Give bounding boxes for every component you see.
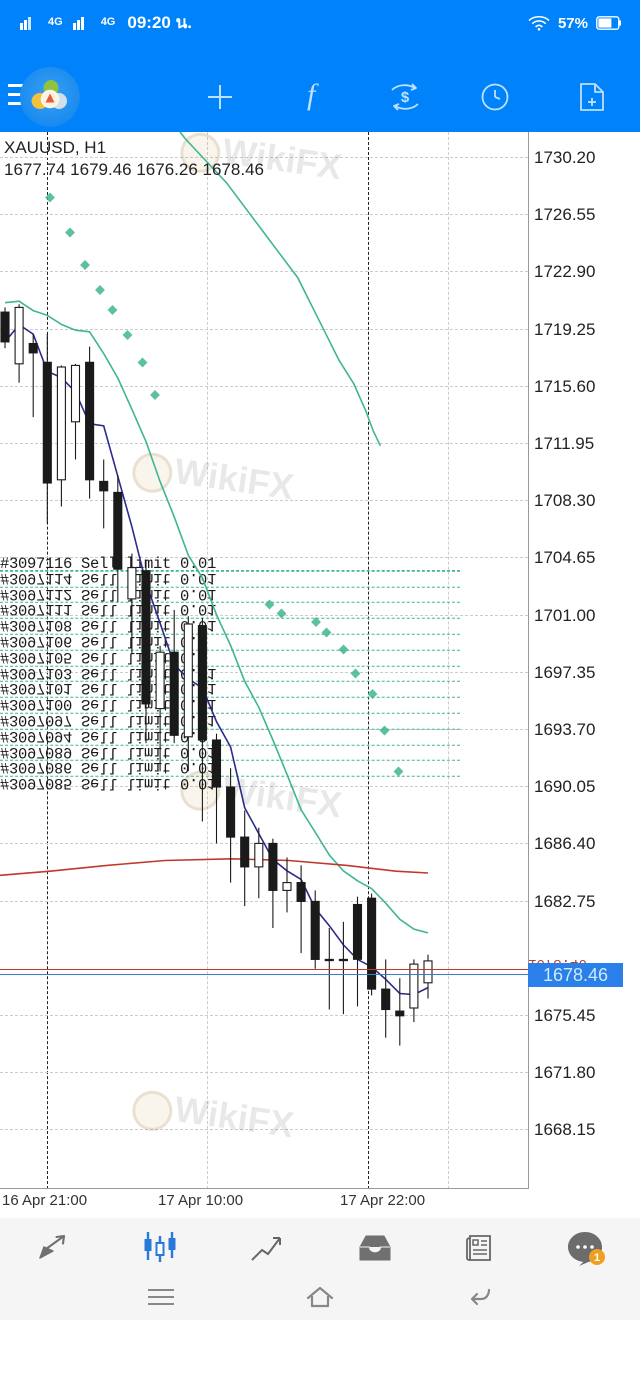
- svg-text:1: 1: [594, 1252, 600, 1264]
- svg-text:$: $: [401, 89, 410, 106]
